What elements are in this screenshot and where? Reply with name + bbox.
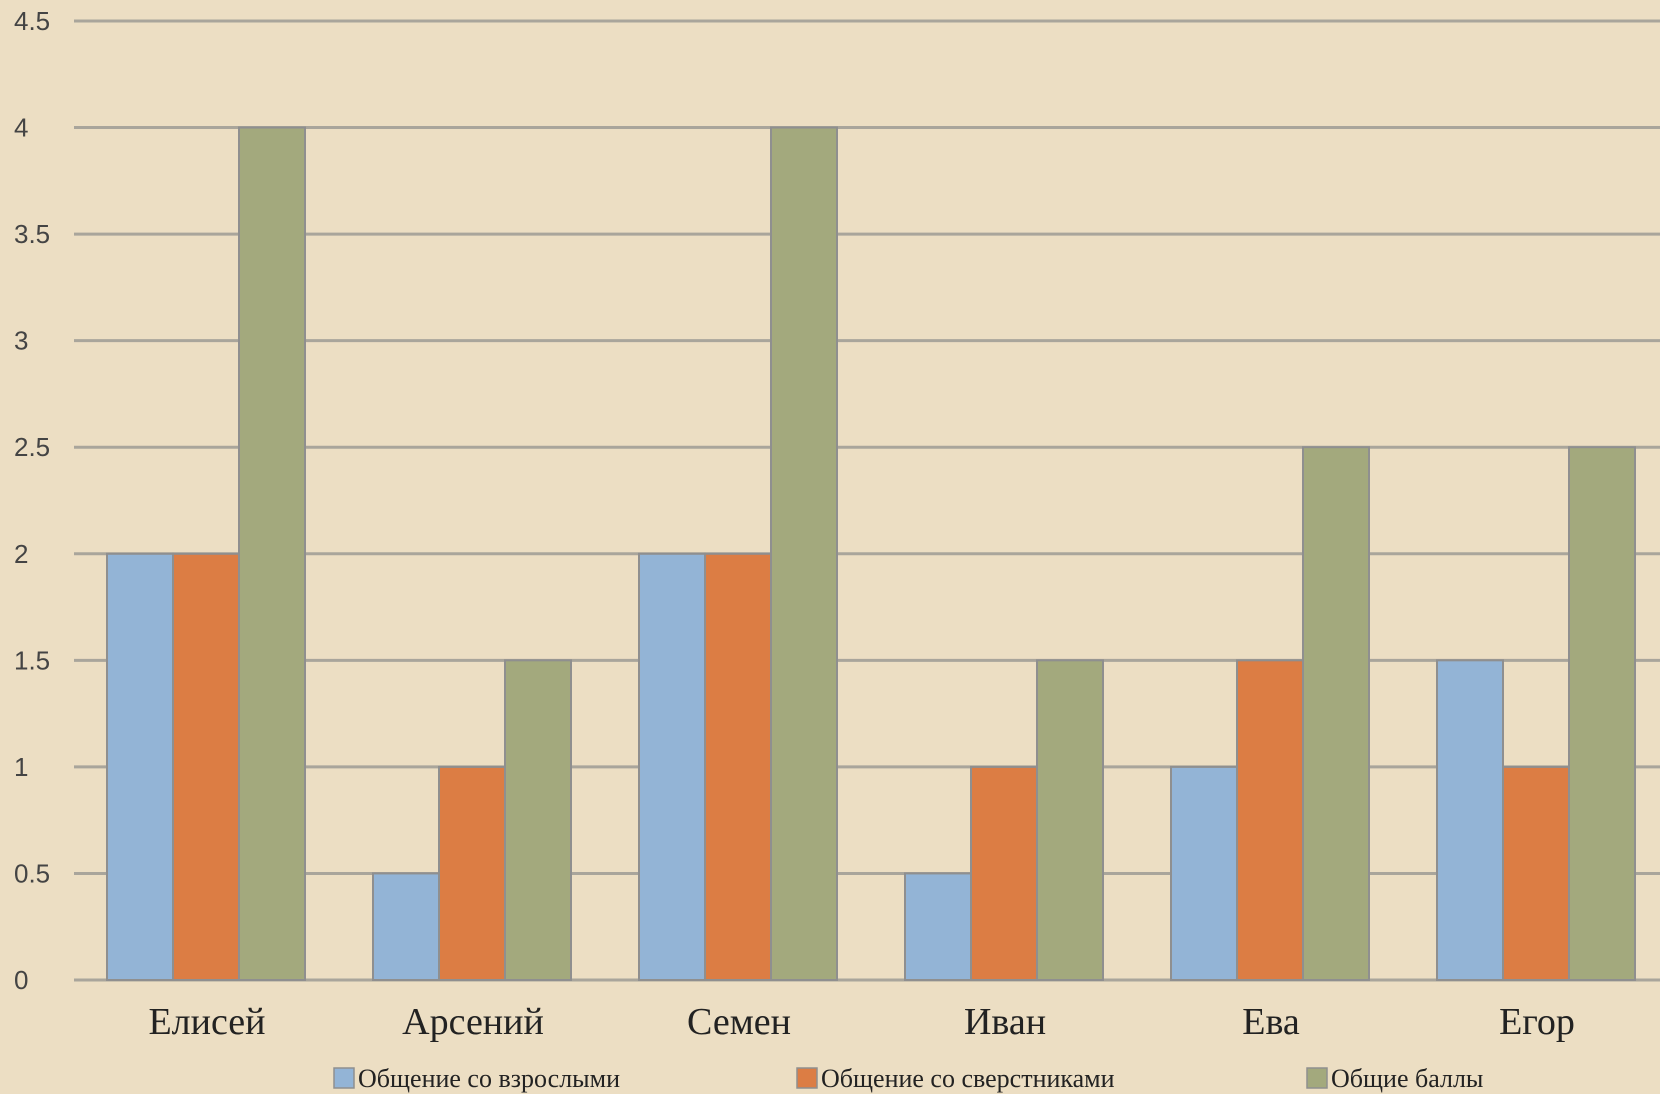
bar — [904, 872, 972, 982]
y-tick-label: 1 — [14, 752, 28, 782]
bar — [1302, 446, 1370, 981]
x-category-label: Ева — [1242, 1001, 1300, 1043]
y-tick-label: 3 — [14, 326, 28, 356]
y-tick-label: 0 — [14, 965, 28, 995]
x-axis-category-labels: Елисей Арсений Семен Иван Ева Егор — [148, 1001, 1574, 1043]
y-tick-label: 3.5 — [14, 219, 50, 249]
legend-label: Общение со взрослыми — [358, 1064, 620, 1093]
bar — [1436, 659, 1504, 981]
legend-label: Общие баллы — [1331, 1064, 1483, 1093]
legend-label: Общение со сверстниками — [821, 1064, 1115, 1093]
y-tick-label: 4.5 — [14, 6, 50, 36]
y-tick-label: 4 — [14, 113, 28, 143]
bar — [638, 552, 706, 981]
x-category-label: Арсений — [402, 1001, 544, 1043]
bar — [970, 765, 1038, 982]
x-category-label: Иван — [964, 1001, 1046, 1043]
bar — [106, 552, 174, 981]
legend-swatch — [796, 1067, 818, 1089]
bar — [238, 126, 306, 982]
y-axis-tick-labels: 0 0.5 1 1.5 2 2.5 3 3.5 4 4.5 — [14, 6, 50, 995]
y-tick-label: 1.5 — [14, 645, 50, 675]
bars — [106, 126, 1636, 982]
x-category-label: Елисей — [148, 1001, 265, 1043]
legend-swatch — [333, 1067, 355, 1089]
x-category-label: Егор — [1499, 1001, 1575, 1043]
bar — [704, 552, 772, 981]
bar — [504, 659, 572, 981]
y-tick-label: 0.5 — [14, 858, 50, 888]
legend-swatch — [1306, 1067, 1328, 1089]
legend: Общение со взрослыми Общение со сверстник… — [333, 1064, 1483, 1093]
gridlines — [74, 19, 1660, 982]
bar — [172, 552, 240, 981]
y-tick-label: 2.5 — [14, 432, 50, 462]
bar — [372, 872, 440, 982]
bar — [1568, 446, 1636, 981]
bar — [1170, 765, 1238, 982]
bar — [770, 126, 838, 982]
bar — [1502, 765, 1570, 982]
x-category-label: Семен — [687, 1001, 791, 1043]
bar — [1236, 659, 1304, 981]
bar — [438, 765, 506, 982]
y-tick-label: 2 — [14, 539, 28, 569]
bar — [1036, 659, 1104, 981]
